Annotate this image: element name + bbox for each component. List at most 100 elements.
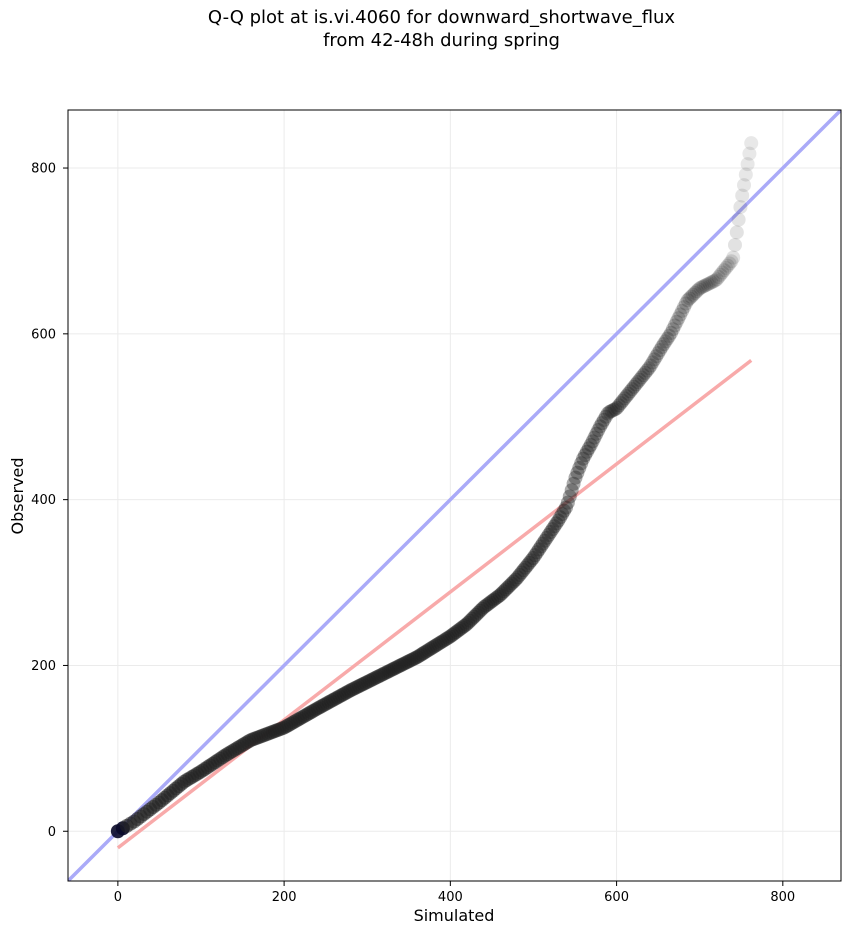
y-tick-label: 600 (31, 327, 56, 342)
data-point (720, 258, 735, 273)
fit-line (116, 358, 753, 850)
grid-lines (68, 110, 841, 881)
data-point (691, 282, 706, 297)
data-point (426, 639, 441, 654)
x-tick-label: 800 (770, 890, 795, 905)
data-point (602, 404, 617, 419)
data-point (491, 589, 506, 604)
data-point (547, 519, 562, 534)
x-tick-label: 400 (438, 890, 463, 905)
data-point (651, 346, 666, 361)
data-point (506, 574, 521, 589)
data-point (693, 280, 708, 295)
data-point (676, 300, 691, 315)
data-point (656, 337, 671, 352)
data-point (600, 406, 615, 421)
data-point (665, 322, 680, 337)
data-point (445, 628, 460, 643)
data-point (443, 629, 458, 644)
data-point (738, 167, 753, 182)
data-point (447, 626, 462, 641)
data-point (722, 256, 737, 271)
chart-title-line-1: Q-Q plot at is.vi.4060 for downward_shor… (207, 7, 676, 28)
y-tick-label: 200 (31, 659, 56, 674)
data-point (526, 551, 541, 566)
data-point (508, 572, 523, 587)
data-point (641, 361, 656, 376)
data-point (643, 358, 658, 373)
data-point (598, 409, 613, 424)
data-point (711, 270, 726, 285)
data-point (498, 582, 513, 597)
data-point (636, 368, 651, 383)
data-point (532, 542, 547, 557)
data-point (652, 343, 667, 358)
data-point (516, 563, 531, 578)
data-point (496, 584, 511, 599)
data-point (634, 370, 649, 385)
data-point (604, 403, 619, 418)
data-point (562, 489, 577, 504)
data-point (558, 500, 573, 515)
data-point (697, 279, 712, 294)
data-point (649, 349, 664, 364)
data-point (469, 607, 484, 622)
data-point (416, 646, 431, 661)
data-point (564, 483, 579, 498)
y-tick-label: 0 (48, 825, 56, 840)
data-point (686, 287, 701, 302)
data-point (574, 456, 589, 471)
data-point (581, 441, 596, 456)
data-point (502, 578, 517, 593)
data-point (437, 633, 452, 648)
data-point (568, 470, 583, 485)
data-point (545, 522, 560, 537)
data-point (702, 276, 717, 291)
data-point (689, 284, 704, 299)
data-point (533, 539, 548, 554)
y-axis-label: Observed (8, 458, 27, 535)
x-axis-ticks: 0 200 400 600 800 (114, 881, 795, 905)
data-point (504, 576, 519, 591)
data-point (422, 642, 437, 657)
data-point (461, 615, 476, 630)
data-point (541, 527, 556, 542)
data-point (485, 594, 500, 609)
data-point (477, 599, 492, 614)
data-point (583, 437, 598, 452)
data-point (520, 558, 535, 573)
data-point (608, 402, 623, 417)
data-point (709, 272, 724, 287)
data-point (660, 331, 675, 346)
data-point (530, 545, 545, 560)
data-point (591, 423, 606, 438)
data-point (695, 279, 710, 294)
data-point (727, 237, 742, 252)
data-point (626, 379, 641, 394)
data-point (682, 291, 697, 306)
data-point (621, 386, 636, 401)
data-point (500, 580, 515, 595)
data-point (619, 389, 634, 404)
data-point (463, 613, 478, 628)
data-point (431, 637, 446, 652)
data-point (585, 434, 600, 449)
data-point (628, 377, 643, 392)
data-points (110, 136, 759, 839)
data-point (457, 619, 472, 634)
data-point (551, 513, 566, 528)
data-point (465, 611, 480, 626)
data-point (647, 352, 662, 367)
x-tick-label: 600 (604, 890, 629, 905)
data-point (640, 363, 655, 378)
data-point (654, 340, 669, 355)
data-point (579, 444, 594, 459)
y-axis-ticks: 0 200 400 600 800 (31, 162, 68, 840)
data-point (729, 225, 744, 240)
data-point (740, 157, 755, 172)
data-point (638, 365, 653, 380)
data-point (658, 334, 673, 349)
data-point (418, 644, 433, 659)
data-point (570, 465, 585, 480)
chart-title-line-2: from 42-48h during spring (323, 30, 560, 51)
